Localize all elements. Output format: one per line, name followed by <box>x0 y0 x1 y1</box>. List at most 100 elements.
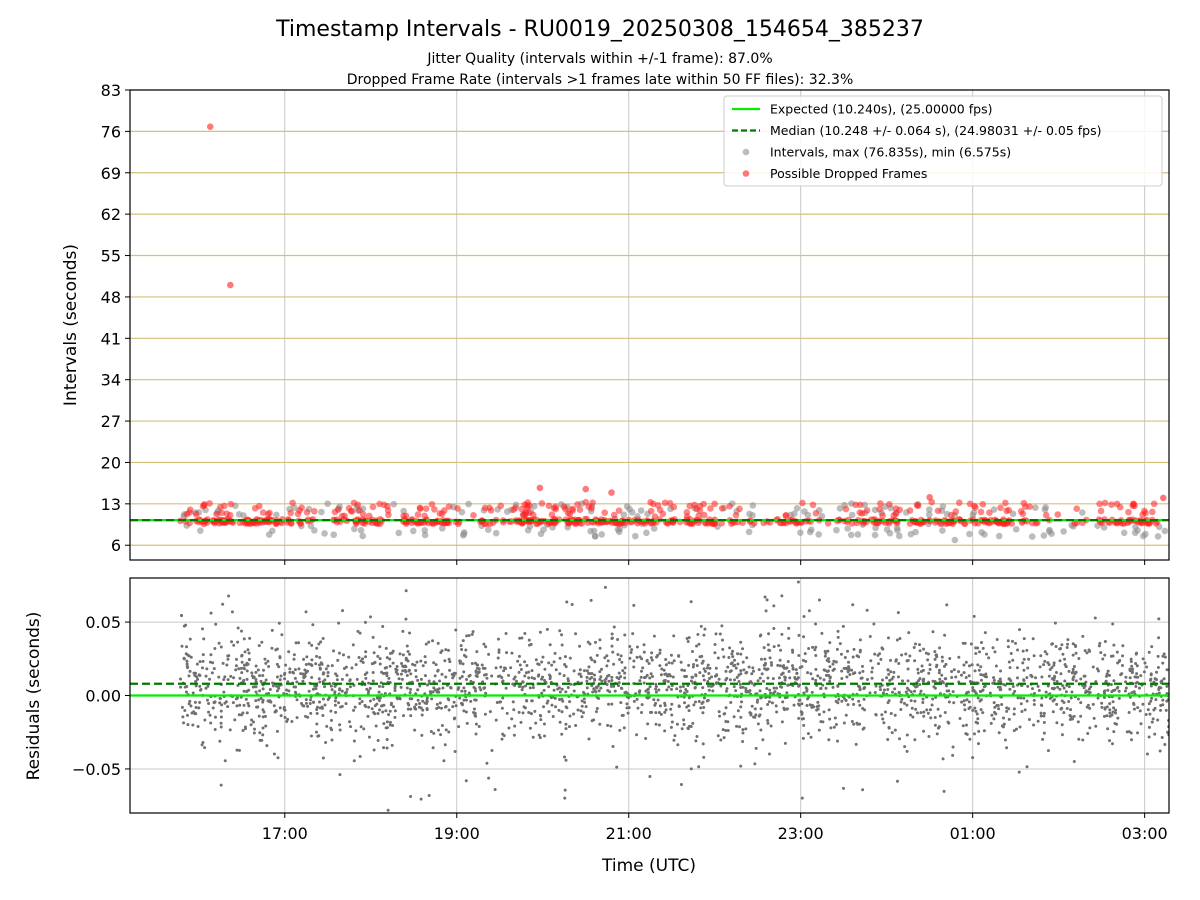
residual-point <box>808 703 812 707</box>
residual-point <box>623 691 627 695</box>
residual-point <box>545 701 549 705</box>
residual-point <box>811 645 815 649</box>
residual-point <box>997 731 1001 735</box>
residual-point <box>265 744 269 748</box>
residual-point <box>965 732 969 736</box>
residual-point <box>964 723 968 727</box>
residual-point <box>349 725 353 729</box>
interval-point <box>1012 525 1020 533</box>
residual-point <box>668 674 672 678</box>
residual-point <box>388 723 392 727</box>
residual-point <box>1007 707 1011 711</box>
residual-point <box>606 723 610 727</box>
residual-point <box>967 664 971 668</box>
residual-point <box>827 708 831 712</box>
residual-point <box>294 641 298 645</box>
residual-point <box>452 671 456 675</box>
residual-point <box>284 663 288 667</box>
residual-point <box>685 637 689 641</box>
residual-point <box>962 699 966 703</box>
residual-point <box>609 684 613 688</box>
residual-point <box>271 684 275 688</box>
residual-point <box>408 652 412 656</box>
residual-point <box>195 662 199 666</box>
residual-point <box>1131 667 1135 671</box>
residual-point <box>780 632 784 636</box>
residual-point <box>707 676 711 680</box>
residual-point <box>564 665 568 669</box>
residual-point <box>814 645 818 649</box>
residual-point <box>567 725 571 729</box>
residual-point <box>307 689 311 693</box>
residual-point <box>926 711 930 715</box>
residual-point <box>242 689 246 693</box>
residual-point <box>1025 648 1029 652</box>
residual-point <box>440 672 444 676</box>
residual-point <box>553 696 557 700</box>
residual-point <box>550 703 554 707</box>
residual-point <box>425 696 429 700</box>
residual-point <box>1050 642 1054 646</box>
interval-point <box>871 531 879 539</box>
residual-point <box>464 698 468 702</box>
residual-point <box>378 645 382 649</box>
residual-point <box>1010 639 1014 643</box>
residual-point <box>831 662 835 666</box>
residual-point <box>1161 654 1165 658</box>
residual-point <box>233 718 237 722</box>
residual-point <box>691 675 695 679</box>
intervals-ylabel: Intervals (seconds) <box>61 244 81 406</box>
residual-point <box>394 667 398 671</box>
residual-point <box>593 677 597 681</box>
interval-point <box>854 531 862 538</box>
interval-point <box>531 502 538 510</box>
interval-point <box>421 527 429 534</box>
residual-point <box>409 687 413 691</box>
residual-point <box>619 701 623 705</box>
residual-point <box>1072 759 1076 763</box>
residual-point <box>291 671 295 675</box>
residual-point <box>235 748 239 752</box>
residual-point <box>610 702 614 706</box>
residual-point <box>827 673 831 677</box>
residual-point <box>1067 685 1071 689</box>
residual-point <box>741 660 745 664</box>
dropped-point <box>1042 511 1050 519</box>
residual-point <box>720 624 724 628</box>
residual-point <box>1036 719 1040 723</box>
residual-point <box>983 631 987 635</box>
dropped-point <box>971 502 978 510</box>
residual-point <box>969 642 973 646</box>
residual-point <box>219 645 223 649</box>
residual-point <box>831 685 835 689</box>
residual-point <box>761 679 765 683</box>
residual-point <box>477 667 481 671</box>
residual-point <box>819 720 823 724</box>
residual-point <box>513 724 517 728</box>
residual-point <box>943 710 947 714</box>
residual-point <box>678 685 682 689</box>
residual-point <box>558 672 562 676</box>
residual-point <box>388 709 392 713</box>
residual-point <box>1098 641 1102 645</box>
residual-point <box>287 650 291 654</box>
residual-point <box>292 657 296 661</box>
residual-point <box>957 655 961 659</box>
residual-point <box>516 659 520 663</box>
residual-point <box>650 710 654 714</box>
residual-point <box>817 713 821 717</box>
residual-point <box>832 725 836 729</box>
residual-point <box>382 746 386 750</box>
interval-point <box>746 510 753 518</box>
residual-point <box>828 665 832 669</box>
residual-point <box>295 716 299 720</box>
residual-point <box>868 634 872 638</box>
residual-point <box>304 669 308 673</box>
interval-point <box>324 500 331 508</box>
residual-point <box>254 680 258 684</box>
residual-point <box>460 702 464 706</box>
residual-point <box>1147 650 1151 654</box>
residual-point <box>566 686 570 690</box>
residual-point <box>798 683 802 687</box>
